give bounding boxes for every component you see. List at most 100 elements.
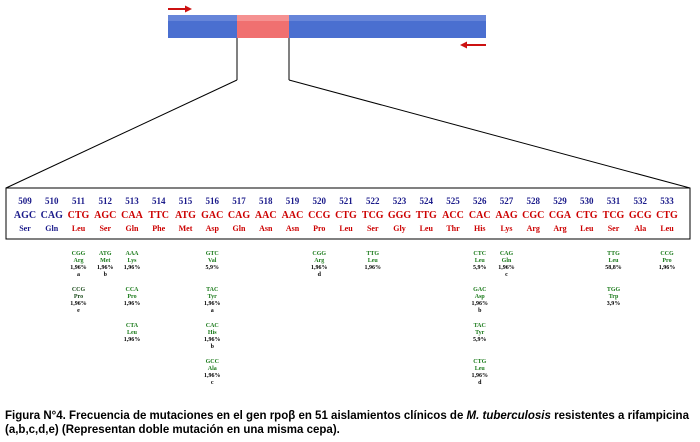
codon-sequence: CAA: [121, 210, 143, 221]
codon-number: 523: [392, 196, 407, 206]
mutation-double-marker: e: [77, 308, 80, 314]
mutation-amino-acid: Leu: [608, 258, 619, 264]
mutation-double-marker: c: [210, 380, 214, 386]
mutation-amino-acid: Pro: [127, 294, 137, 300]
codon-sequence: GCG: [628, 210, 652, 221]
codon-sequence: CCG: [308, 210, 331, 221]
mutation-codon: CAC: [205, 323, 219, 329]
mutation-amino-acid: Arg: [73, 258, 84, 264]
mutation-frequency: 1,96%: [471, 373, 489, 379]
mutation-codon: TTG: [607, 251, 620, 257]
codon-number: 525: [446, 196, 460, 206]
mutation-double-marker: a: [210, 308, 214, 314]
mutation-entry: CGG Arg 1,96% d: [302, 251, 336, 279]
mutation-frequency: 3,9%: [606, 301, 621, 307]
mutation-entry: AAA Lys 1,96%: [115, 251, 149, 272]
mutation-codon: ATG: [98, 251, 112, 257]
mutation-codon: GAC: [473, 287, 487, 293]
mutation-amino-acid: Leu: [474, 366, 485, 372]
mutation-double-marker: b: [210, 344, 214, 350]
codon-amino-acid: Leu: [339, 224, 353, 233]
codon-number: 531: [606, 196, 621, 206]
codon-number: 527: [499, 196, 514, 206]
mutation-frequency: 5,9%: [205, 265, 220, 271]
mutation-entry: TAC Tyr 1,96% a: [195, 287, 229, 315]
mutation-frequency: 1,96%: [204, 301, 221, 307]
mutation-amino-acid: Asp: [474, 294, 485, 300]
mutation-entry: CTG Leu 1,96% d: [463, 359, 497, 387]
mutation-frequency: 1,96%: [658, 265, 676, 271]
codon-sequence: TCG: [602, 210, 625, 221]
codon-number: 529: [553, 196, 567, 206]
codon-sequence: GAC: [201, 210, 224, 221]
mutation-frequency: 58,8%: [605, 265, 622, 271]
codon-sequence: CAG: [40, 210, 63, 221]
mutation-frequency: 5,9%: [473, 265, 487, 271]
connector-right-diagonal: [288, 79, 691, 189]
codon-number: 532: [633, 196, 648, 206]
codon-amino-acid: Asn: [259, 224, 273, 233]
mutation-amino-acid: Leu: [367, 258, 378, 264]
mutation-codon: TTG: [366, 251, 380, 257]
mutation-entry: TGG Trp 3,9%: [597, 287, 631, 308]
mutation-frequency: 1,96%: [97, 265, 114, 271]
codon-number: 511: [71, 196, 85, 206]
mutation-entry: CAC His 1,96% b: [195, 323, 229, 351]
codon-amino-acid: Leu: [660, 224, 674, 233]
codon-sequence: GGG: [387, 210, 412, 221]
codon-sequence: AAG: [495, 210, 518, 221]
mutation-entry: GAC Asp 1,96% b: [463, 287, 497, 315]
mutation-amino-acid: Arg: [314, 258, 325, 264]
mutation-frequency: 1,96%: [471, 301, 489, 307]
mutation-codon: CTA: [125, 323, 139, 329]
mutation-amino-acid: Tyr: [207, 294, 217, 300]
codon-amino-acid: Asn: [285, 224, 300, 233]
sequence-box: [5, 187, 691, 240]
codon-sequence: CTG: [67, 210, 90, 221]
codon-amino-acid: Arg: [553, 224, 567, 233]
mutation-amino-acid: Val: [208, 258, 217, 264]
codon-sequence: AAC: [281, 210, 304, 221]
codon-amino-acid: Ser: [99, 224, 112, 233]
gene-bar-highlight: [168, 15, 486, 21]
codon-amino-acid: Gln: [45, 224, 59, 233]
mutation-codon: CTC: [473, 251, 487, 257]
mutation-amino-acid: Ala: [207, 366, 217, 372]
mutation-frequency: 1,96%: [204, 373, 221, 379]
mutation-entry: CTA Leu 1,96%: [115, 323, 149, 344]
mutation-codon: TAC: [206, 287, 219, 293]
caption-text-2: resistentes a rifampicina (a,b,c,d,e) (R…: [5, 410, 689, 436]
mutation-amino-acid: Leu: [126, 330, 137, 336]
mutation-entry: CCG Pro 1,96% e: [62, 287, 96, 315]
codon-amino-acid: Gly: [393, 224, 406, 233]
mutation-double-marker: b: [103, 272, 107, 278]
codon-number: 519: [285, 196, 300, 206]
mutation-codon: CAG: [499, 251, 514, 257]
mutation-entry: GCC Ala 1,96% c: [195, 359, 229, 387]
codon-amino-acid: Lys: [500, 224, 513, 233]
codon-amino-acid: Met: [178, 224, 193, 233]
mutation-frequency: 1,96%: [311, 265, 328, 271]
mutation-frequency: 1,96%: [498, 265, 515, 271]
reverse-primer-arrow-icon: [460, 41, 486, 49]
mutation-frequency: 1,96%: [123, 301, 141, 307]
mutation-entry: CGG Arg 1,96% a: [62, 251, 96, 279]
caption-text-1: Figura N°4. Frecuencia de mutaciones en …: [5, 410, 467, 422]
mutation-codon: CCG: [71, 287, 86, 293]
mutation-frequency: 5,9%: [473, 337, 487, 343]
codon-number: 522: [366, 196, 380, 206]
codon-amino-acid: Ser: [607, 224, 620, 233]
codon-amino-acid: Ala: [634, 224, 647, 233]
mutation-codon: TGG: [606, 287, 621, 293]
mutation-amino-acid: Trp: [608, 294, 619, 300]
mutation-amino-acid: Leu: [474, 258, 485, 264]
mutation-double-marker: b: [478, 308, 482, 314]
codon-number: 509: [18, 196, 32, 206]
mutation-entry: TTG Leu 1,96%: [356, 251, 390, 272]
mutation-double-marker: c: [505, 272, 508, 278]
mutation-entry: TAC Tyr 5,9%: [463, 323, 497, 344]
codon-number: 516: [205, 196, 220, 206]
codon-sequence: CTG: [575, 210, 598, 221]
codon-amino-acid: Ser: [366, 224, 379, 233]
